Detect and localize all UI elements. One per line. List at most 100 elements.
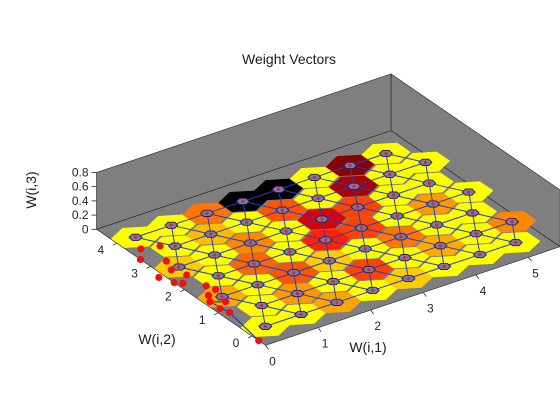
neuron-center <box>320 217 324 221</box>
neuron-center <box>177 265 181 269</box>
neuron-center <box>348 163 352 168</box>
neuron-link <box>171 224 211 235</box>
neuron-center <box>284 229 288 233</box>
neuron-center <box>212 253 217 257</box>
neuron-link <box>278 176 315 190</box>
neuron-link <box>389 161 426 175</box>
neuron-link <box>246 221 287 232</box>
input-point <box>202 282 210 290</box>
neuron-center <box>478 252 482 257</box>
input-point <box>136 255 145 264</box>
neuron-center <box>388 172 392 176</box>
neuron-center <box>220 295 224 299</box>
neuron-link <box>246 209 283 223</box>
x-tick-mark <box>265 345 269 350</box>
neuron-link <box>300 301 338 315</box>
x-tick-label: 2 <box>374 319 381 333</box>
neuron-link <box>317 185 355 199</box>
neuron-link <box>135 236 176 247</box>
neuron-link <box>368 257 405 271</box>
y-tick-mark <box>214 312 219 316</box>
neuron-link <box>479 242 516 256</box>
neuron-link <box>429 182 469 193</box>
neuron-link <box>333 281 373 291</box>
input-point <box>170 279 178 287</box>
neuron-link <box>476 221 513 235</box>
y-tick-mark <box>112 242 117 246</box>
neuron-link <box>397 203 434 217</box>
neuron-link <box>282 209 322 220</box>
neuron-link <box>242 188 279 202</box>
neuron-link <box>393 194 434 205</box>
neuron-link <box>265 313 302 327</box>
neuron-link <box>357 206 398 217</box>
neuron-link <box>408 266 445 279</box>
z-tick-label: 0.2 <box>72 208 89 222</box>
x-tick-mark <box>370 309 375 315</box>
neuron-center <box>510 220 514 224</box>
neuron-center <box>395 214 399 218</box>
y-tick-mark <box>180 289 185 292</box>
neuron-link <box>393 182 430 196</box>
neuron-link <box>400 224 437 238</box>
neuron-link <box>214 254 255 265</box>
neuron-link <box>432 191 469 205</box>
neuron-link <box>368 269 409 279</box>
neuron-center <box>209 232 213 236</box>
neuron-center <box>277 187 281 191</box>
neuron-link <box>314 176 355 187</box>
neuron-link <box>221 284 259 298</box>
neuron-link <box>404 257 445 268</box>
neuron-link <box>436 224 477 235</box>
input-point <box>204 291 213 299</box>
neuron-link <box>436 212 473 226</box>
neuron-center <box>205 211 209 215</box>
input-point <box>211 285 220 294</box>
neuron-center <box>288 250 292 254</box>
neuron-center <box>403 256 407 260</box>
neuron-link <box>289 239 326 253</box>
neuron-link <box>432 203 473 214</box>
neuron-link <box>325 227 362 241</box>
neuron-center <box>514 240 518 245</box>
neuron-link <box>174 245 215 256</box>
input-point <box>156 242 164 250</box>
neuron-link <box>253 263 294 274</box>
neuron-link <box>389 173 430 184</box>
input-point <box>221 298 230 306</box>
neuron-link <box>250 242 290 253</box>
neuron-center <box>263 324 267 328</box>
input-link <box>229 312 260 342</box>
neuron-link <box>293 272 334 283</box>
neuron-link <box>286 230 326 241</box>
neuron-link <box>400 236 441 247</box>
neuron-link <box>293 260 330 274</box>
neuron-link <box>278 188 319 199</box>
chart-title: Weight Vectors <box>242 51 336 67</box>
neuron-link <box>206 212 247 223</box>
neuron-center <box>280 208 284 212</box>
input-point <box>216 305 224 313</box>
x-tick-mark <box>528 257 532 262</box>
neuron-center <box>431 202 435 206</box>
neuron-link <box>321 218 362 229</box>
neuron-link <box>476 233 516 244</box>
x-tick-label: 1 <box>322 337 329 351</box>
neuron-center <box>367 268 371 272</box>
neuron-center <box>299 312 303 316</box>
neuron-link <box>385 153 426 163</box>
z-tick-label: 0.8 <box>72 165 89 179</box>
neuron-center <box>169 223 173 227</box>
neuron-link <box>361 227 402 238</box>
neuron-link <box>364 236 402 250</box>
y-tick-label: 2 <box>165 290 172 304</box>
y-tick-mark <box>146 266 151 269</box>
neuron-link <box>178 266 219 277</box>
input-point <box>206 298 214 306</box>
neuron-link <box>250 230 287 244</box>
neuron-link <box>336 289 373 303</box>
neuron-center <box>384 151 388 156</box>
neuron-center <box>399 235 403 239</box>
neuron-link <box>361 215 398 229</box>
neuron-center <box>133 235 138 239</box>
